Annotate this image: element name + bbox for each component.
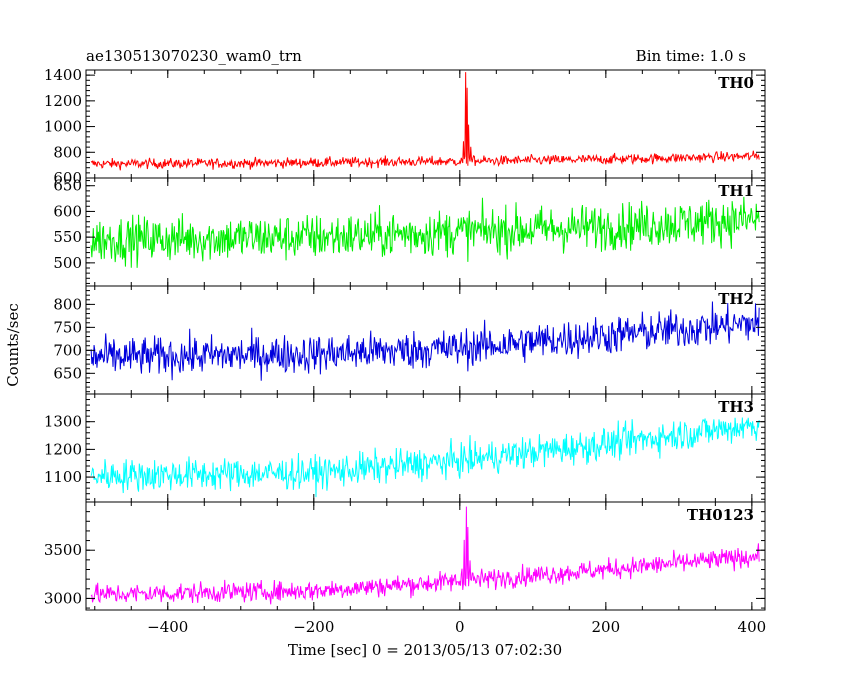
x-tick-label: 0 [455,618,465,636]
x-tick-label: 200 [592,618,621,636]
series-label-th3: TH3 [718,398,754,416]
series-label-th0: TH0 [718,74,754,92]
x-axis-label: Time [sec] 0 = 2013/05/13 07:02:30 [288,641,562,659]
y-axis-label: Counts/sec [4,303,22,387]
y-tick-label: 600 [53,169,82,187]
panel-th0123: 3000 3500 TH0123 [44,501,766,611]
panel-th0: 600 800 1000 1200 1400 TH0 [44,66,766,187]
series-line-th1 [90,196,760,268]
y-tick-label: 750 [53,318,82,336]
y-tick-label: 3500 [44,541,82,559]
series-label-th2: TH2 [718,290,754,308]
y-tick-label: 3000 [44,589,82,607]
panel-th2: 650 700 750 800 TH2 [53,285,766,395]
y-tick-label: 800 [53,295,82,313]
y-tick-label: 1300 [44,413,82,431]
panel-frame [85,501,766,611]
series-line-th0 [90,72,760,171]
series-line-th0123 [90,506,760,605]
x-tick-label: −200 [293,618,334,636]
panel-th3: 1100 1200 1300 TH3 [44,393,766,503]
panel-th1: 500 550 600 650 TH1 [53,177,766,287]
series-line-th3 [90,417,760,498]
x-tick-label: 400 [738,618,767,636]
y-tick-label: 800 [53,143,82,161]
y-tick-label: 500 [53,254,82,272]
y-tick-label: 600 [53,202,82,220]
chart-title: ae130513070230_wam0_trn [86,47,302,65]
y-tick-label: 1000 [44,118,82,136]
y-tick-label: 1400 [44,66,82,84]
y-tick-label: 700 [53,341,82,359]
x-axis: −400 −200 0 200 400 [147,618,766,636]
series-line-th2 [90,301,760,381]
y-tick-label: 1200 [44,92,82,110]
y-tick-label: 650 [53,177,82,195]
series-label-th0123: TH0123 [687,506,754,524]
series-label-th1: TH1 [718,182,754,200]
y-tick-label: 1100 [44,468,82,486]
x-tick-label: −400 [147,618,188,636]
y-tick-label: 1200 [44,440,82,458]
y-tick-label: 550 [53,228,82,246]
bin-time-label: Bin time: 1.0 s [636,47,746,65]
y-tick-label: 650 [53,364,82,382]
